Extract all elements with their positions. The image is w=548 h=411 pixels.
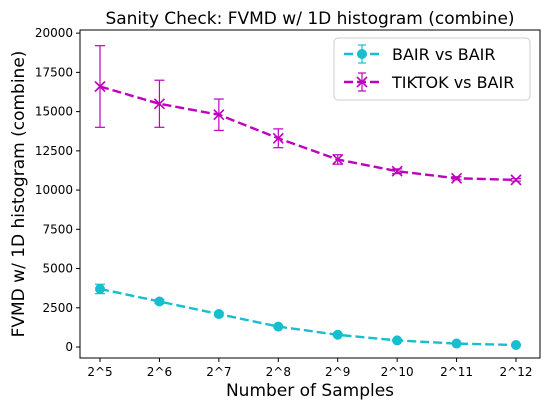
- marker-stroke: [94, 80, 106, 93]
- data-point: [510, 174, 522, 186]
- y-tick-label: 10000: [35, 183, 73, 197]
- legend: BAIR vs BAIR TIKTOK vs BAIR: [333, 37, 531, 101]
- legend-entry: BAIR vs BAIR: [344, 44, 496, 64]
- x-tick-label: 2^9: [325, 365, 350, 379]
- legend-label: BAIR vs BAIR: [392, 45, 496, 64]
- legend-label: TIKTOK vs BAIR: [391, 73, 514, 92]
- y-tick-label: 20000: [35, 26, 73, 40]
- marker-stroke: [451, 172, 463, 184]
- data-point: [392, 335, 403, 346]
- chart-title: Sanity Check: FVMD w/ 1D histogram (comb…: [105, 9, 514, 29]
- marker-stroke: [272, 132, 284, 144]
- data-point: [153, 98, 165, 110]
- y-tick-label: 12500: [35, 144, 73, 158]
- x-tick-label: 2^8: [266, 365, 291, 379]
- y-tick-label: 2500: [42, 301, 73, 315]
- legend-box: [333, 37, 531, 101]
- x-tick-label: 2^10: [381, 365, 414, 379]
- x-tick-label: 2^6: [147, 365, 172, 379]
- y-tick-label: 17500: [35, 65, 73, 79]
- marker-stroke: [510, 174, 522, 186]
- data-point: [451, 338, 462, 349]
- x-axis-label: Number of Samples: [226, 381, 394, 401]
- y-tick-label: 15000: [35, 105, 73, 119]
- y-tick-label: 7500: [42, 222, 73, 236]
- y-tick-label: 0: [65, 340, 73, 354]
- series-line-1: [99, 85, 517, 182]
- marker-stroke: [153, 98, 165, 110]
- plot-area: [94, 45, 522, 350]
- data-point: [213, 309, 224, 320]
- x-tick-label: 2^12: [500, 365, 533, 379]
- data-point: [391, 165, 403, 177]
- legend-entry: TIKTOK vs BAIR: [344, 72, 514, 92]
- marker-stroke: [213, 109, 225, 121]
- plot-frame: [79, 29, 541, 359]
- data-point: [154, 296, 165, 307]
- legend-marker: [357, 49, 367, 59]
- data-point: [272, 132, 284, 144]
- marker-stroke: [332, 153, 344, 166]
- series-line-0: [99, 287, 517, 347]
- data-point: [94, 80, 106, 93]
- marker-stroke: [391, 165, 403, 177]
- data-point: [511, 339, 522, 350]
- data-point: [273, 321, 284, 332]
- x-tick-label: 2^11: [440, 365, 473, 379]
- data-point: [213, 109, 225, 121]
- y-axis-label: FVMD w/ 1D histogram (combine): [9, 51, 29, 338]
- x-tick-label: 2^7: [206, 365, 231, 379]
- legend-marker: [356, 76, 368, 88]
- axes: 0 2500 5000 7500 10000 12500 15000 17500 20000 2^…: [35, 26, 541, 379]
- x-tick-label: 2^5: [87, 365, 112, 379]
- data-point: [332, 329, 343, 340]
- data-point: [95, 283, 105, 294]
- data-point: [332, 153, 344, 166]
- y-tick-label: 5000: [42, 262, 73, 276]
- data-point: [451, 172, 463, 184]
